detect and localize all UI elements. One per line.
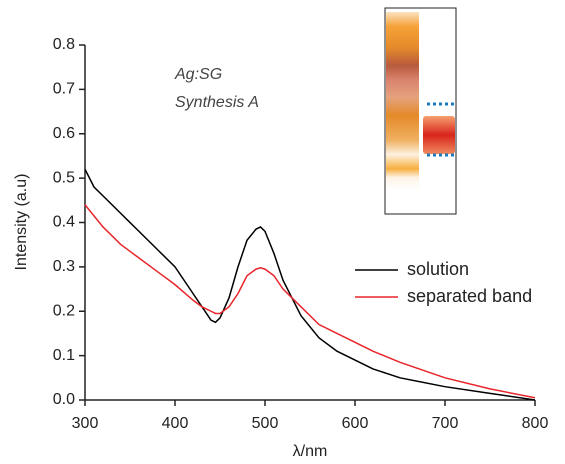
y-tick-label: 0.5 xyxy=(53,169,75,186)
x-tick-label: 800 xyxy=(522,415,549,432)
y-tick-label: 0.8 xyxy=(53,36,75,53)
y-tick-label: 0.2 xyxy=(53,302,75,319)
x-tick-label: 700 xyxy=(432,415,459,432)
x-axis-label: λ/nm xyxy=(293,443,328,460)
annotation: Synthesis A xyxy=(175,94,259,111)
legend-label: solution xyxy=(407,259,469,279)
y-tick-label: 0.3 xyxy=(53,258,75,275)
series-line xyxy=(84,168,536,401)
y-tick-label: 0.1 xyxy=(53,347,75,364)
annotation: Ag:SG xyxy=(174,66,222,83)
gel-inset xyxy=(384,7,457,215)
y-tick-label: 0.0 xyxy=(53,391,75,408)
y-tick-label: 0.7 xyxy=(53,81,75,98)
y-axis-label: Intensity (a.u) xyxy=(13,174,30,271)
y-tick-label: 0.6 xyxy=(53,125,75,142)
x-tick-label: 500 xyxy=(252,415,279,432)
x-tick-label: 300 xyxy=(72,415,99,432)
x-tick-label: 600 xyxy=(342,415,369,432)
legend-label: separated band xyxy=(407,286,532,306)
series-line xyxy=(84,204,536,399)
x-tick-label: 400 xyxy=(162,415,189,432)
y-tick-label: 0.4 xyxy=(53,214,75,231)
